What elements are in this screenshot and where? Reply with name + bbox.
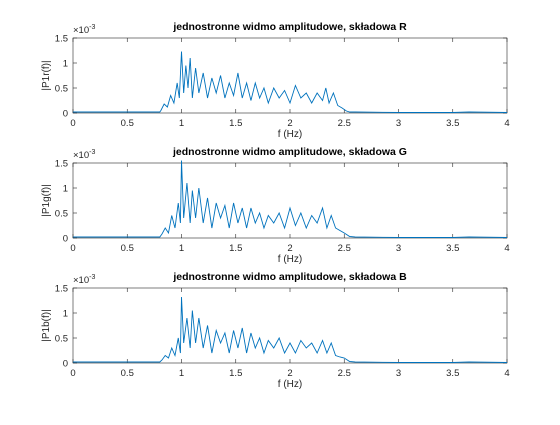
subplot-title: jednostronne widmo amplitudowe, składowa… bbox=[172, 271, 407, 283]
x-tick-label: 3.5 bbox=[446, 118, 459, 129]
y-exponent-base: ×10 bbox=[73, 275, 89, 286]
x-tick-label: 0.5 bbox=[121, 243, 134, 254]
y-axis-label: |P1b(f)| bbox=[41, 309, 52, 341]
subplot-title: jednostronne widmo amplitudowe, składowa… bbox=[172, 146, 407, 158]
x-tick-label: 1.5 bbox=[229, 243, 242, 254]
y-ticks: 0 0.5 1 1.5 bbox=[55, 34, 507, 120]
y-exponent-label: ×10-3 bbox=[73, 274, 95, 286]
x-tick-label: 2.5 bbox=[338, 368, 351, 379]
x-tick-label: 3 bbox=[396, 368, 401, 379]
y-tick-label: 1 bbox=[63, 59, 68, 70]
y-axis-label: |P1r(f)| bbox=[41, 60, 52, 90]
y-tick-label: 1 bbox=[63, 184, 68, 195]
y-tick-label: 0.5 bbox=[55, 209, 68, 220]
subplot-title: jednostronne widmo amplitudowe, składowa… bbox=[172, 21, 407, 33]
y-exponent-base: ×10 bbox=[73, 25, 89, 36]
subplot-b: jednostronne widmo amplitudowe, składowa… bbox=[41, 271, 510, 390]
y-exponent-label: ×10-3 bbox=[73, 24, 95, 36]
x-tick-label: 2 bbox=[287, 368, 292, 379]
y-tick-label: 1 bbox=[63, 309, 68, 320]
x-tick-label: 4 bbox=[504, 243, 509, 254]
x-tick-label: 0.5 bbox=[121, 118, 134, 129]
x-tick-label: 1 bbox=[179, 368, 184, 379]
y-tick-label: 1.5 bbox=[55, 34, 68, 45]
x-tick-label: 1.5 bbox=[229, 118, 242, 129]
x-tick-label: 3 bbox=[396, 243, 401, 254]
x-ticks: 0 0.5 1 1.5 2 2.5 3 3.5 4 bbox=[70, 163, 510, 254]
y-axis-label: |P1g(f)| bbox=[41, 184, 52, 216]
x-tick-label: 0 bbox=[70, 118, 75, 129]
axes-box bbox=[72, 287, 508, 364]
y-tick-label: 0 bbox=[63, 359, 68, 370]
x-ticks: 0 0.5 1 1.5 2 2.5 3 3.5 4 bbox=[70, 38, 510, 129]
x-axis-label: f (Hz) bbox=[278, 254, 302, 265]
x-tick-label: 3 bbox=[396, 118, 401, 129]
y-tick-label: 0.5 bbox=[55, 84, 68, 95]
axes-box bbox=[72, 37, 508, 114]
x-tick-label: 3.5 bbox=[446, 243, 459, 254]
svg-text:×10-3: ×10-3 bbox=[73, 149, 95, 161]
y-tick-label: 1.5 bbox=[55, 159, 68, 170]
subplot-r: jednostronne widmo amplitudowe, składowa… bbox=[41, 21, 510, 140]
x-tick-label: 1 bbox=[179, 118, 184, 129]
y-tick-label: 0 bbox=[63, 109, 68, 120]
x-tick-label: 1 bbox=[179, 243, 184, 254]
x-axis-label: f (Hz) bbox=[278, 129, 302, 140]
axes-box bbox=[72, 162, 508, 239]
y-tick-label: 0 bbox=[63, 234, 68, 245]
series-line bbox=[73, 160, 508, 238]
x-tick-label: 0.5 bbox=[121, 368, 134, 379]
x-tick-label: 2 bbox=[287, 118, 292, 129]
y-tick-label: 1.5 bbox=[55, 284, 68, 295]
y-tick-label: 0.5 bbox=[55, 334, 68, 345]
x-tick-label: 4 bbox=[504, 368, 509, 379]
subplot-g: jednostronne widmo amplitudowe, składowa… bbox=[41, 146, 510, 265]
series-line bbox=[73, 51, 508, 113]
x-tick-label: 2 bbox=[287, 243, 292, 254]
x-tick-label: 2.5 bbox=[338, 118, 351, 129]
y-exponent-label: ×10-3 bbox=[73, 149, 95, 161]
x-tick-label: 1.5 bbox=[229, 368, 242, 379]
x-tick-label: 0 bbox=[70, 243, 75, 254]
y-exponent-power: -3 bbox=[89, 149, 95, 156]
y-ticks: 0 0.5 1 1.5 bbox=[55, 284, 507, 370]
x-tick-label: 4 bbox=[504, 118, 509, 129]
x-tick-label: 0 bbox=[70, 368, 75, 379]
y-exponent-base: ×10 bbox=[73, 150, 89, 161]
x-tick-label: 3.5 bbox=[446, 368, 459, 379]
svg-text:×10-3: ×10-3 bbox=[73, 274, 95, 286]
x-axis-label: f (Hz) bbox=[278, 379, 302, 390]
x-tick-label: 2.5 bbox=[338, 243, 351, 254]
x-ticks: 0 0.5 1 1.5 2 2.5 3 3.5 4 bbox=[70, 288, 510, 379]
y-ticks: 0 0.5 1 1.5 bbox=[55, 159, 507, 245]
y-exponent-power: -3 bbox=[89, 274, 95, 281]
series-line bbox=[73, 296, 508, 363]
y-exponent-power: -3 bbox=[89, 24, 95, 31]
svg-text:×10-3: ×10-3 bbox=[73, 24, 95, 36]
